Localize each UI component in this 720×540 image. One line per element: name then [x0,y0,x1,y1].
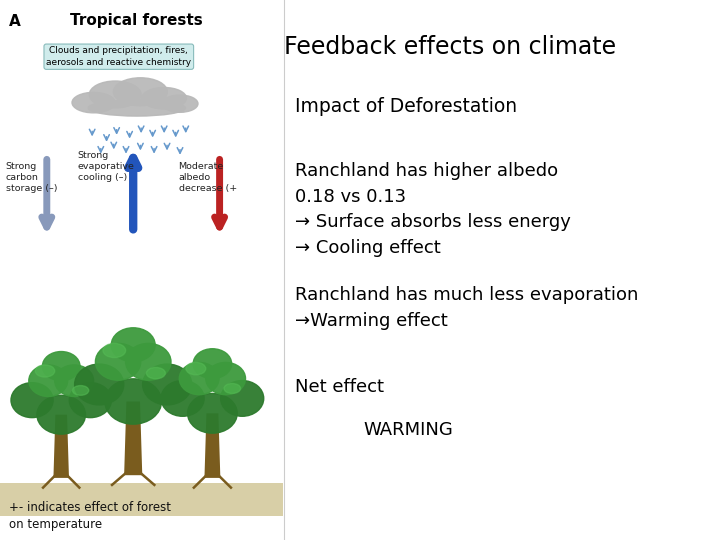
Ellipse shape [29,365,68,396]
Ellipse shape [55,365,94,396]
Text: +- indicates effect of forest
on temperature: +- indicates effect of forest on tempera… [9,501,171,531]
Polygon shape [0,483,283,516]
Ellipse shape [146,368,166,379]
Ellipse shape [69,383,112,417]
Ellipse shape [112,328,155,362]
Ellipse shape [142,87,186,109]
Ellipse shape [73,386,89,395]
Ellipse shape [186,362,206,375]
Ellipse shape [11,383,53,417]
Text: Net effect: Net effect [295,378,384,396]
Ellipse shape [103,343,126,357]
Ellipse shape [105,379,161,424]
Ellipse shape [179,362,219,395]
Ellipse shape [162,95,198,112]
Ellipse shape [89,81,141,108]
Ellipse shape [193,349,232,379]
Ellipse shape [161,381,204,416]
Text: Strong
evaporative
cooling (–): Strong evaporative cooling (–) [78,151,135,183]
Ellipse shape [89,100,186,116]
Polygon shape [124,402,143,475]
Text: Moderate
albedo
decrease (+: Moderate albedo decrease (+ [179,162,237,193]
Text: WARMING: WARMING [364,421,454,439]
Ellipse shape [187,394,238,433]
Text: Ranchland has higher albedo
0.18 vs 0.13
→ Surface absorbs less energy
→ Cooling: Ranchland has higher albedo 0.18 vs 0.13… [295,162,571,257]
Ellipse shape [114,78,167,106]
Ellipse shape [37,395,86,434]
Text: Feedback effects on climate: Feedback effects on climate [284,35,616,59]
Ellipse shape [35,365,55,377]
Polygon shape [53,415,69,478]
Ellipse shape [125,343,171,380]
Ellipse shape [224,383,240,394]
Ellipse shape [220,381,264,416]
Text: A: A [9,14,20,29]
Polygon shape [204,413,220,478]
Text: Tropical forests: Tropical forests [71,14,203,29]
Text: Clouds and precipitation, fires,
aerosols and reactive chemistry: Clouds and precipitation, fires, aerosol… [46,46,192,67]
Text: Impact of Deforestation: Impact of Deforestation [295,97,518,116]
Ellipse shape [72,92,115,113]
Text: Strong
carbon
storage (–): Strong carbon storage (–) [6,162,58,193]
Ellipse shape [143,364,192,405]
Ellipse shape [206,362,246,395]
Ellipse shape [75,364,124,405]
Text: Ranchland has much less evaporation
→Warming effect: Ranchland has much less evaporation →War… [295,286,639,330]
Ellipse shape [95,343,141,380]
Ellipse shape [42,352,80,381]
